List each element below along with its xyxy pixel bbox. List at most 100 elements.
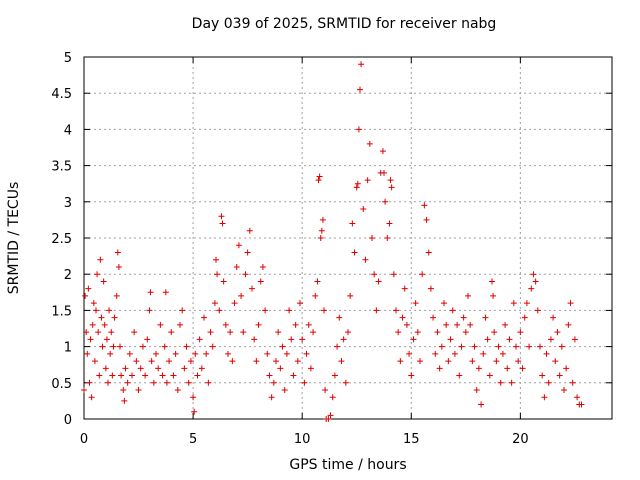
data-point: [436, 365, 443, 372]
data-point: [266, 372, 273, 379]
data-point: [290, 372, 297, 379]
data-point: [390, 271, 397, 278]
data-point: [310, 329, 317, 336]
data-point: [318, 227, 325, 234]
data-point: [432, 350, 439, 357]
data-point: [312, 292, 319, 299]
data-point: [161, 343, 168, 350]
data-point: [213, 256, 219, 263]
data-point: [401, 285, 408, 292]
data-point: [517, 329, 524, 336]
data-point: [257, 278, 264, 285]
data-point: [114, 249, 121, 256]
data-point: [233, 263, 240, 270]
data-point: [117, 343, 123, 350]
data-point: [242, 271, 249, 278]
data-point: [387, 177, 394, 184]
data-point: [131, 329, 138, 336]
data-point: [162, 289, 169, 296]
data-point: [98, 314, 105, 321]
data-point: [329, 394, 336, 401]
data-point: [410, 336, 417, 343]
data-point: [231, 300, 238, 307]
data-point: [460, 314, 467, 321]
data-point: [292, 321, 299, 328]
data-point: [349, 220, 356, 227]
data-point: [96, 372, 103, 379]
data-point: [147, 289, 154, 296]
data-point: [373, 307, 380, 314]
data-point: [532, 278, 539, 285]
data-point: [240, 329, 247, 336]
data-point: [281, 387, 288, 394]
data-point: [480, 350, 487, 357]
data-point: [504, 365, 511, 372]
y-tick-label: 2.5: [51, 232, 72, 247]
data-point: [493, 358, 500, 365]
data-point: [303, 350, 310, 357]
data-point: [251, 336, 258, 343]
data-point: [569, 379, 576, 386]
data-point: [275, 329, 282, 336]
data-point: [129, 372, 135, 379]
data-point: [541, 394, 548, 401]
data-point: [106, 307, 113, 314]
x-tick-label: 20: [512, 432, 529, 447]
y-tick-label: 3: [64, 196, 72, 211]
data-point: [246, 227, 253, 234]
data-point: [144, 336, 151, 343]
data-point: [371, 271, 378, 278]
data-point: [95, 329, 102, 336]
data-point: [419, 271, 426, 278]
data-point: [471, 343, 478, 350]
data-point: [567, 300, 574, 307]
data-point: [97, 256, 104, 263]
data-point: [194, 372, 201, 379]
data-point: [539, 372, 546, 379]
data-point: [550, 314, 557, 321]
data-point: [321, 307, 327, 314]
data-point: [181, 365, 188, 372]
data-point: [414, 329, 421, 336]
data-point: [102, 365, 109, 372]
data-point: [502, 321, 509, 328]
data-point: [469, 358, 476, 365]
data-point: [211, 300, 218, 307]
data-point: [190, 394, 197, 401]
y-tick-label: 0.5: [51, 377, 72, 392]
data-point: [345, 329, 351, 336]
data-point: [283, 350, 290, 357]
grid-lines: [84, 57, 612, 419]
data-point: [179, 307, 186, 314]
data-point: [166, 358, 173, 365]
data-point: [264, 350, 271, 357]
x-tick-label: 5: [189, 432, 197, 447]
data-point: [121, 397, 128, 404]
data-point: [395, 329, 402, 336]
data-point: [427, 285, 434, 292]
data-point: [155, 365, 162, 372]
data-point: [319, 216, 326, 223]
data-point: [279, 343, 286, 350]
data-point: [334, 343, 341, 350]
data-point: [222, 321, 229, 328]
data-point: [315, 177, 322, 184]
data-point: [528, 285, 535, 292]
data-point: [408, 372, 415, 379]
data-point: [545, 379, 552, 386]
data-point: [85, 285, 92, 292]
data-point: [244, 249, 251, 256]
data-point: [499, 350, 506, 357]
data-point: [142, 372, 149, 379]
data-point: [90, 300, 97, 307]
data-point: [543, 350, 550, 357]
data-point: [467, 321, 474, 328]
data-point: [109, 372, 116, 379]
data-point: [489, 278, 495, 285]
data-point: [388, 184, 395, 191]
data-point: [174, 387, 181, 394]
data-point: [307, 365, 314, 372]
data-point: [137, 365, 144, 372]
data-point: [497, 379, 504, 386]
data-point: [88, 394, 95, 401]
